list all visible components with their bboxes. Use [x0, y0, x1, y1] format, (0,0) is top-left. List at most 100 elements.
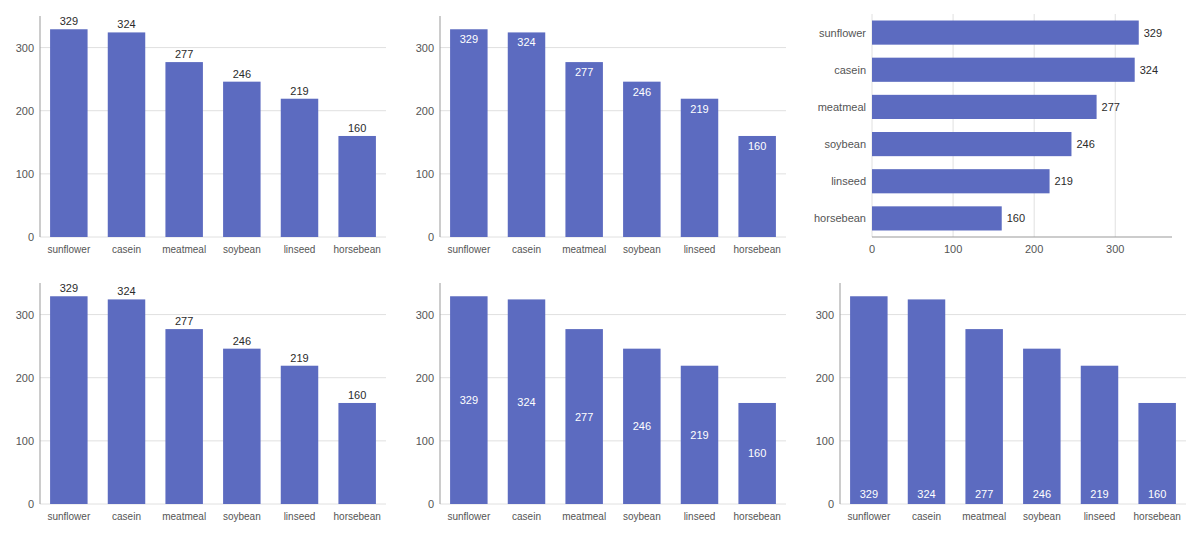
category-label: casein — [512, 244, 541, 255]
bar — [108, 32, 145, 237]
category-label: sunflower — [47, 511, 90, 522]
bar — [1023, 349, 1060, 504]
bar — [281, 366, 318, 504]
grid-line — [40, 440, 386, 441]
grid-line — [840, 504, 1186, 505]
grid-line — [440, 440, 786, 441]
bar — [1138, 403, 1175, 504]
grid-line — [840, 377, 1186, 378]
data-label: 160 — [348, 389, 366, 401]
category-label: horsebean — [1134, 511, 1181, 522]
grid — [872, 14, 1115, 237]
tick-label: 0 — [428, 498, 434, 510]
bar — [872, 132, 1071, 156]
axis-line — [40, 283, 41, 504]
chart-svg: 0 100 200 300 sunflower casein meatmeal soybean… — [0, 0, 1200, 534]
bar — [681, 366, 718, 504]
data-label: 246 — [233, 335, 251, 347]
data-label: 324 — [517, 396, 535, 408]
tick-label: 200 — [816, 372, 834, 384]
bar — [908, 299, 945, 504]
category-label: meatmeal — [162, 244, 206, 255]
bars — [872, 21, 1139, 231]
data-label: 329 — [460, 394, 478, 406]
data-label: 324 — [117, 18, 135, 30]
category-label: meatmeal — [562, 244, 606, 255]
category-label: linseed — [284, 511, 316, 522]
bar — [623, 82, 660, 237]
data-label: 329 — [60, 15, 78, 27]
bar — [508, 299, 545, 504]
category-label: sunflower — [819, 27, 866, 39]
tick-label: 0 — [828, 498, 834, 510]
panel: 0100200300sunflowercaseinmeatmealsoybean… — [416, 283, 786, 522]
axes: 0100200300sunflowercaseinmeatmealsoybean… — [416, 283, 781, 522]
category-label: soybean — [1023, 511, 1061, 522]
bars — [450, 29, 776, 237]
grid-line — [40, 377, 386, 378]
category-label: meatmeal — [818, 101, 866, 113]
tick-label: 200 — [1025, 243, 1043, 255]
data-label: 219 — [690, 429, 708, 441]
category-label: casein — [834, 64, 866, 76]
grid-line — [440, 504, 786, 505]
tick-label: 0 — [869, 243, 875, 255]
grid-line — [40, 110, 386, 111]
category-label: linseed — [684, 511, 716, 522]
axis-line — [40, 16, 41, 237]
tick-label: 200 — [416, 372, 434, 384]
axes: 0100200300sunflowercaseinmeatmealsoybean… — [16, 16, 381, 255]
bar — [50, 29, 87, 237]
bar — [165, 62, 202, 237]
data-label: 277 — [575, 66, 593, 78]
panel: 0100200300sunflowercaseinmeatmealsoybean… — [16, 15, 386, 255]
category-label: casein — [112, 511, 141, 522]
tick-label: 100 — [16, 435, 34, 447]
grid-line — [440, 377, 786, 378]
labels: 160219246277324329 — [1007, 27, 1162, 225]
category-label: linseed — [831, 175, 866, 187]
data-label: 219 — [1090, 488, 1108, 500]
tick-label: 300 — [416, 42, 434, 54]
bars — [850, 296, 1176, 504]
axis-line — [440, 16, 441, 237]
data-label: 246 — [633, 420, 651, 432]
bar — [450, 296, 487, 504]
data-label: 246 — [233, 68, 251, 80]
tick-label: 100 — [816, 435, 834, 447]
labels: 329324277246219160 — [60, 15, 367, 134]
tick-label: 100 — [16, 168, 34, 180]
data-label: 277 — [175, 48, 193, 60]
category-label: sunflower — [447, 244, 490, 255]
bars — [50, 296, 376, 504]
data-label: 219 — [690, 103, 708, 115]
grid — [440, 315, 786, 504]
data-label: 277 — [975, 488, 993, 500]
labels: 329324277246219160 — [60, 282, 367, 401]
bar — [565, 62, 602, 237]
data-label: 219 — [290, 85, 308, 97]
bar — [281, 99, 318, 237]
axes: 0100200300sunflowercaseinmeatmealsoybean… — [416, 16, 781, 255]
tick-label: 0 — [28, 231, 34, 243]
category-label: linseed — [1084, 511, 1116, 522]
bar — [872, 206, 1002, 230]
grid-line — [40, 237, 386, 238]
data-label: 324 — [1140, 64, 1158, 76]
grid-line — [40, 314, 386, 315]
category-label: horsebean — [334, 511, 381, 522]
grid — [840, 315, 1186, 504]
grid-line — [872, 14, 873, 237]
bar — [450, 29, 487, 237]
category-label: casein — [912, 511, 941, 522]
data-label: 329 — [1144, 27, 1162, 39]
grid-line — [1115, 14, 1116, 237]
category-label: soybean — [623, 244, 661, 255]
category-label: soybean — [623, 511, 661, 522]
category-label: horsebean — [734, 244, 781, 255]
bar — [738, 403, 775, 504]
grid-line — [840, 440, 1186, 441]
data-label: 329 — [460, 33, 478, 45]
data-label: 329 — [60, 282, 78, 294]
category-label: meatmeal — [162, 511, 206, 522]
